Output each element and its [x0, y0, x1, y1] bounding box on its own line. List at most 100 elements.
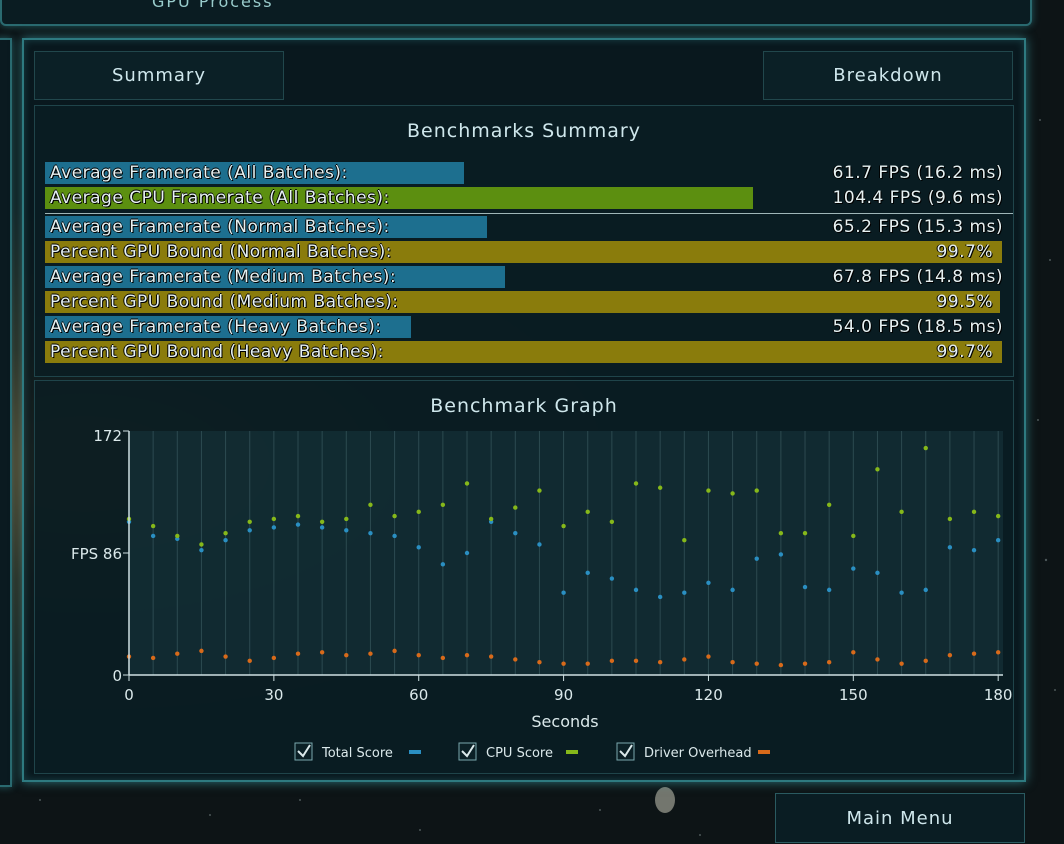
y-tick-label: 0 — [112, 667, 122, 685]
summary-row-value: 67.8 FPS (14.8 ms) — [832, 267, 1003, 287]
data-point — [488, 516, 494, 522]
summary-bar — [45, 216, 487, 238]
left-panel-frame — [0, 38, 12, 787]
plot-area — [129, 431, 1003, 675]
benchmarks-summary-title: Benchmarks Summary — [407, 120, 641, 142]
data-point — [344, 528, 349, 533]
data-point — [223, 538, 228, 543]
summary-row-value: 99.7% — [936, 242, 993, 262]
data-point — [319, 519, 325, 524]
legend-total-score-toggle[interactable]: Total Score — [294, 742, 421, 761]
legend-cpu-score-toggle[interactable]: CPU Score — [458, 742, 578, 761]
data-point — [416, 509, 421, 515]
data-point — [754, 556, 759, 561]
data-point — [730, 660, 735, 665]
benchmark-graph-title: Benchmark Graph — [430, 395, 618, 417]
data-point — [368, 651, 373, 656]
tab-summary[interactable]: Summary — [34, 51, 284, 100]
data-point — [923, 445, 928, 451]
summary-row: Average Framerate (All Batches): 61.7 FP… — [45, 162, 1005, 184]
summary-row-value: 65.2 FPS (15.3 ms) — [832, 217, 1003, 237]
summary-row-label: Average Framerate (All Batches): — [50, 163, 348, 183]
summary-bar — [45, 316, 411, 338]
data-point — [271, 655, 277, 661]
legend-swatch — [566, 750, 578, 754]
data-point — [537, 488, 542, 493]
x-tick-label: 180 — [984, 686, 1013, 704]
data-point — [802, 584, 808, 590]
summary-row: Percent GPU Bound (Normal Batches): 99.7… — [45, 241, 1005, 263]
summary-bar — [45, 266, 505, 288]
data-point — [585, 661, 590, 666]
data-point — [175, 651, 180, 656]
data-point — [633, 658, 639, 664]
x-tick-label: 90 — [554, 686, 573, 704]
axis-ticks: 0 30 60 90 120 150 180 — [123, 430, 1013, 704]
data-point — [150, 523, 156, 529]
data-point — [826, 587, 832, 593]
main-menu-button[interactable]: Main Menu — [775, 793, 1025, 843]
data-point — [295, 651, 301, 656]
checkmark-icon — [297, 744, 311, 758]
data-point — [513, 505, 518, 510]
summary-divider — [45, 213, 1013, 214]
data-point — [295, 522, 301, 527]
data-point — [609, 576, 615, 581]
data-point — [754, 661, 759, 666]
data-point — [730, 491, 735, 496]
data-point — [682, 657, 687, 662]
x-tick-label: 30 — [264, 686, 283, 704]
data-point — [368, 530, 373, 536]
summary-row-value: 99.5% — [936, 292, 993, 312]
legend-swatch — [758, 750, 770, 754]
legend-label: Driver Overhead — [644, 746, 752, 761]
data-point — [947, 545, 953, 550]
tab-breakdown[interactable]: Breakdown — [763, 51, 1013, 100]
legend-swatch — [409, 750, 421, 754]
data-point — [440, 502, 446, 507]
benchmark-results-window: Summary Breakdown Benchmarks Summary Ave… — [22, 38, 1026, 782]
data-point — [199, 648, 204, 654]
summary-bar — [45, 241, 1002, 263]
data-point — [271, 525, 277, 530]
data-point — [247, 528, 252, 533]
data-point — [561, 523, 566, 529]
grid-lines — [128, 431, 999, 675]
data-point — [947, 516, 953, 522]
summary-row-label: Average Framerate (Heavy Batches): — [50, 317, 382, 337]
data-point — [923, 658, 928, 664]
data-point — [199, 547, 204, 553]
data-point — [247, 658, 252, 664]
summary-row-value: 104.4 FPS (9.6 ms) — [832, 188, 1003, 208]
summary-row: Percent GPU Bound (Heavy Batches): 99.7% — [45, 341, 1005, 363]
checkmark-icon — [461, 744, 475, 758]
data-point — [778, 662, 784, 668]
summary-bar — [45, 341, 1002, 363]
data-point — [682, 590, 687, 595]
legend-driver-overhead-toggle[interactable]: Driver Overhead — [616, 742, 770, 761]
data-point — [995, 538, 1001, 543]
data-point — [754, 488, 759, 493]
data-point — [223, 654, 228, 659]
x-tick-label: 0 — [124, 686, 134, 704]
data-point — [247, 519, 252, 524]
data-point — [682, 538, 687, 543]
y-tick-label: 172 — [93, 427, 122, 445]
y-tick-label: FPS 86 — [71, 545, 122, 563]
data-point — [730, 587, 735, 593]
checkmark-icon — [619, 744, 633, 758]
summary-row: Percent GPU Bound (Medium Batches): 99.5… — [45, 291, 1005, 313]
data-point — [706, 488, 711, 493]
benchmark-graph-chart: 0 30 60 90 120 150 180 172 FPS 86 0 Seconds To… — [71, 427, 1013, 761]
top-panel-partial-title: GPU Process — [152, 0, 274, 11]
data-point — [706, 580, 711, 585]
data-point — [585, 570, 590, 576]
data-points — [126, 445, 1001, 668]
summary-bar — [45, 162, 464, 184]
data-point — [223, 530, 228, 536]
summary-row: Average CPU Framerate (All Batches): 104… — [45, 187, 1005, 209]
data-point — [513, 657, 518, 662]
data-point — [175, 533, 180, 539]
summary-row: Average Framerate (Heavy Batches): 54.0 … — [45, 316, 1005, 338]
